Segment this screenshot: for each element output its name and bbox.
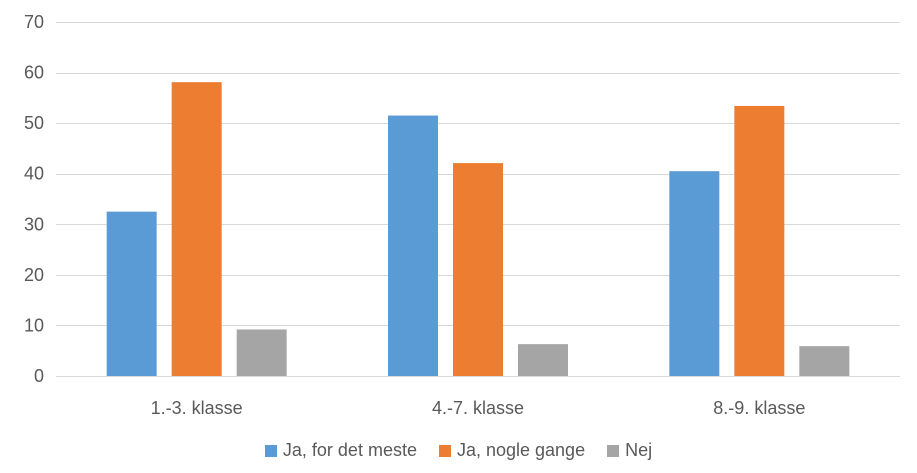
x-tick-label: 4.-7. klasse [432, 398, 524, 418]
y-tick-label: 0 [34, 366, 44, 386]
legend-swatch [607, 444, 620, 457]
bar-2-2 [453, 163, 503, 376]
y-tick-label: 50 [24, 113, 44, 133]
y-axis-ticks: 0 10 20 30 40 50 60 70 [24, 12, 44, 386]
legend-label: Ja, for det meste [282, 440, 417, 460]
bars [106, 82, 850, 377]
x-axis-ticks: 1.-3. klasse 4.-7. klasse 8.-9. klasse [151, 398, 806, 418]
y-tick-label: 30 [24, 214, 44, 234]
bar-3-1 [236, 329, 287, 376]
bar-1-1 [106, 211, 157, 376]
y-tick-label: 20 [24, 265, 44, 285]
bar-2-3 [734, 105, 785, 376]
y-tick-label: 10 [24, 315, 44, 335]
legend-label: Nej [625, 440, 653, 460]
y-tick-label: 70 [24, 12, 44, 32]
bar-1-2 [388, 115, 438, 377]
y-tick-label: 60 [24, 63, 44, 83]
legend-label: Ja, nogle gange [456, 440, 586, 460]
y-tick-label: 40 [24, 164, 44, 184]
legend-swatch [438, 444, 451, 457]
legend-item-ja-for-det-meste: Ja, for det meste [264, 440, 417, 461]
legend-item-ja-nogle-gange: Ja, nogle gange [438, 440, 586, 461]
legend-swatch [264, 444, 277, 457]
bar-2-1 [171, 82, 222, 377]
bar-3-2 [518, 344, 568, 376]
x-tick-label: 8.-9. klasse [713, 398, 805, 418]
bar-1-3 [669, 171, 720, 376]
legend-item-nej: Nej [607, 440, 652, 461]
legend: Ja, for det meste Ja, nogle gange Nej [0, 440, 917, 461]
x-tick-label: 1.-3. klasse [151, 398, 243, 418]
bar-3-3 [799, 346, 850, 376]
